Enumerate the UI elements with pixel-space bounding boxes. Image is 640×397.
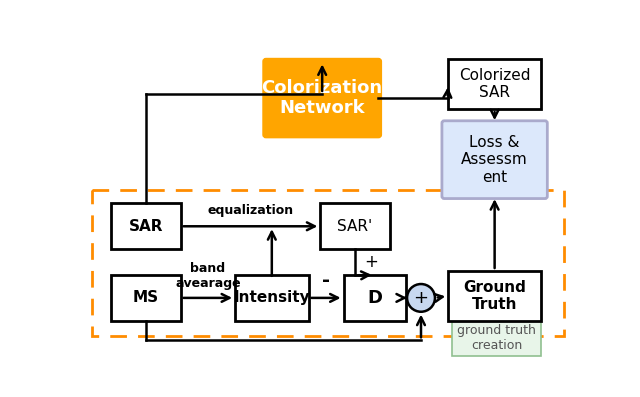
Text: Ground
Truth: Ground Truth [463, 280, 526, 312]
FancyBboxPatch shape [264, 59, 381, 137]
Text: equalization: equalization [207, 204, 294, 217]
Bar [235, 275, 308, 321]
Bar [320, 203, 390, 249]
Bar [92, 190, 564, 336]
Text: ground truth
creation: ground truth creation [457, 324, 536, 352]
Text: D: D [367, 289, 382, 307]
Text: Colorization
Network: Colorization Network [262, 79, 383, 118]
Text: +: + [413, 289, 429, 307]
Bar [111, 275, 180, 321]
Text: SAR: SAR [129, 219, 163, 234]
Bar [344, 275, 406, 321]
Text: Colorized
SAR: Colorized SAR [459, 68, 531, 100]
Bar [452, 321, 541, 356]
Bar [111, 203, 180, 249]
Text: +: + [364, 253, 378, 271]
Text: Intensity: Intensity [234, 290, 310, 305]
Text: Loss &
Assessm
ent: Loss & Assessm ent [461, 135, 528, 185]
Text: -: - [322, 271, 330, 290]
Text: SAR': SAR' [337, 219, 372, 234]
FancyBboxPatch shape [442, 121, 547, 198]
Circle shape [407, 284, 435, 312]
Text: MS: MS [133, 290, 159, 305]
Text: band
avearage: band avearage [175, 262, 241, 290]
Bar [448, 271, 541, 321]
Bar [448, 59, 541, 109]
